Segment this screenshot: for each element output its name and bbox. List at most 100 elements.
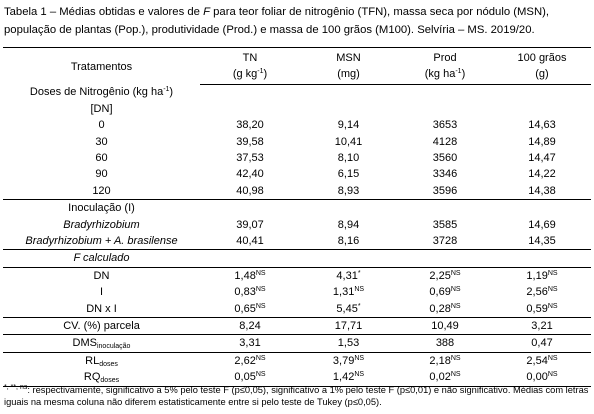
cell-text: 1,53 xyxy=(337,337,360,350)
cell-text: 6,15 xyxy=(337,168,360,181)
cell-text: 0,83 xyxy=(234,286,256,299)
cell-text: 0,59 xyxy=(526,302,548,315)
cell-text: RQ xyxy=(83,371,101,384)
table-row: 30 39,58 10,41 4128 14,89 xyxy=(3,134,591,150)
cell-text: 8,93 xyxy=(337,184,360,197)
cell-content: 388 xyxy=(436,337,454,349)
cell-content: 0,00NS xyxy=(526,371,557,383)
cell-content: 60 xyxy=(95,152,107,164)
cell-content: 17,71 xyxy=(335,320,363,332)
table-cell: 0,59NS xyxy=(493,300,591,318)
superscript: NS xyxy=(547,302,558,310)
table-cell: 4128 xyxy=(397,134,493,150)
row-group: RLdoses 2,62NS 3,79NS 2,18NS 2,54NS RQdoses 0,… xyxy=(3,352,591,387)
row-group: F calculado xyxy=(3,249,591,268)
cell-text: 2,56 xyxy=(526,286,548,299)
superscript: -1 xyxy=(455,68,462,76)
header-cell: TN xyxy=(200,47,300,67)
cell-text: 42,40 xyxy=(236,168,264,181)
table-cell: 6,15 xyxy=(300,166,397,182)
table-cell: 1,53 xyxy=(300,334,397,353)
unit-cell: (g) xyxy=(493,66,591,85)
table-cell xyxy=(300,84,397,117)
cell-content: 14,89 xyxy=(528,136,556,148)
column-title: MSN xyxy=(336,52,361,64)
table-cell: 60 xyxy=(3,150,200,166)
table-cell: 17,71 xyxy=(300,317,397,336)
column-title: Tratamentos xyxy=(70,60,133,73)
cell-content: 8,24 xyxy=(239,320,260,332)
cell-text: 14,89 xyxy=(528,135,556,148)
table-cell: Bradyrhizobium + A. brasilense xyxy=(3,232,200,251)
cell-content: CV. (%) parcela xyxy=(63,320,140,332)
row-group: Inoculação (I) Bradyrhizobium 39,07 8,94 358… xyxy=(3,200,591,251)
cell-content: 2,25NS xyxy=(429,270,460,282)
cell-text: RL xyxy=(85,354,100,367)
table-cell: 8,93 xyxy=(300,182,397,201)
cell-text: 3,21 xyxy=(531,320,553,332)
table-cell: 14,35 xyxy=(493,232,591,251)
cell-text: 0,02 xyxy=(429,371,451,384)
table-row: DMSinoculação 3,31 1,53 388 0,47 xyxy=(3,334,591,353)
table-cell: Doses de Nitrogênio (kg ha-1) [DN] xyxy=(3,84,200,117)
table-row: Bradyrhizobium + A. brasilense 40,41 8,16 3… xyxy=(3,232,591,251)
cell-text: 3,31 xyxy=(239,337,261,350)
table-cell: 40,98 xyxy=(200,182,300,201)
cell-text: 2,62 xyxy=(234,354,256,367)
cell-text: 4,31 xyxy=(336,269,358,282)
table-cell xyxy=(200,200,300,217)
table-cell xyxy=(493,84,591,117)
cell-content: (g kg-1) xyxy=(233,68,267,80)
table-cell: 38,20 xyxy=(200,117,300,133)
table-cell: Inoculação (I) xyxy=(3,200,200,217)
table-cell: 39,07 xyxy=(200,217,300,233)
table-cell: 388 xyxy=(397,334,493,353)
cell-content: 14,69 xyxy=(528,219,556,231)
table-cell: 3728 xyxy=(397,232,493,251)
column-title: TN xyxy=(242,52,258,64)
cell-content: 3,21 xyxy=(531,320,552,332)
subscript: doses xyxy=(99,360,118,368)
superscript: NS xyxy=(354,371,365,379)
cell-text: I xyxy=(99,286,104,299)
cell-text: 14,69 xyxy=(528,218,556,231)
cell-content: 2,18NS xyxy=(429,355,460,367)
cell-content: 3728 xyxy=(433,235,457,247)
table-cell xyxy=(300,249,397,268)
header-row: Tratamentos TN MSN Prod 100 grãos xyxy=(3,47,591,85)
cell-text: DN x I xyxy=(86,302,117,315)
cell-content: RQdoses xyxy=(83,371,119,384)
table-cell xyxy=(493,200,591,217)
cell-content: 3653 xyxy=(433,119,457,131)
cell-content: Inoculação (I) xyxy=(68,202,135,214)
footnote: *, **, ns: respectivamente, significativ… xyxy=(4,384,590,408)
cell-text: 2,18 xyxy=(429,354,451,367)
cell-content: 1,19NS xyxy=(526,270,557,282)
cell-content: 3560 xyxy=(433,152,457,164)
cell-text: Bradyrhizobium + A. brasilense xyxy=(25,234,178,247)
cell-content: 1,42NS xyxy=(333,371,364,383)
cell-content: Doses de Nitrogênio (kg ha-1) [DN] xyxy=(30,86,173,114)
cell-text: 90 xyxy=(95,168,108,181)
cell-content: 10,41 xyxy=(335,136,363,148)
cell-text: 3585 xyxy=(432,218,458,231)
table-cell: 3,31 xyxy=(200,334,300,353)
cell-text: ) xyxy=(461,68,466,81)
table-cell xyxy=(397,249,493,268)
cell-content: 0,28NS xyxy=(429,303,460,315)
superscript: NS xyxy=(255,371,266,379)
table-cell: F calculado xyxy=(3,249,200,268)
superscript: NS xyxy=(450,269,461,277)
cell-content: 8,10 xyxy=(338,152,359,164)
table-cell: 3,79NS xyxy=(300,352,397,369)
caption-italic: F xyxy=(203,6,210,18)
superscript: NS xyxy=(255,354,266,362)
cell-content: 3346 xyxy=(433,168,457,180)
cell-content: 8,16 xyxy=(338,235,359,247)
cell-text: ) xyxy=(169,86,174,99)
cell-text: 14,47 xyxy=(528,151,556,164)
subscript: inoculação xyxy=(96,343,131,351)
cell-text: 388 xyxy=(435,337,455,350)
row-group: CV. (%) parcela 8,24 17,71 10,49 3,21 xyxy=(3,317,591,336)
table-cell: 10,49 xyxy=(397,317,493,336)
